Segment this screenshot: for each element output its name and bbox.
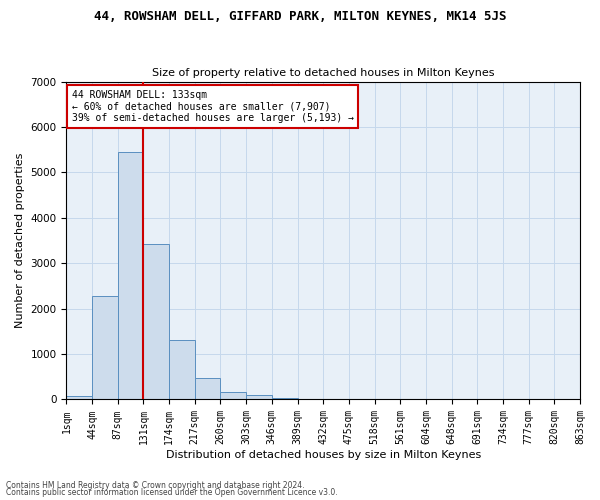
X-axis label: Distribution of detached houses by size in Milton Keynes: Distribution of detached houses by size … — [166, 450, 481, 460]
Bar — [246, 396, 272, 400]
Bar — [272, 398, 298, 400]
Bar — [143, 244, 169, 400]
Title: Size of property relative to detached houses in Milton Keynes: Size of property relative to detached ho… — [152, 68, 494, 78]
Text: 44 ROWSHAM DELL: 133sqm
← 60% of detached houses are smaller (7,907)
39% of semi: 44 ROWSHAM DELL: 133sqm ← 60% of detache… — [71, 90, 353, 122]
Text: 44, ROWSHAM DELL, GIFFARD PARK, MILTON KEYNES, MK14 5JS: 44, ROWSHAM DELL, GIFFARD PARK, MILTON K… — [94, 10, 506, 23]
Bar — [169, 340, 195, 400]
Text: Contains HM Land Registry data © Crown copyright and database right 2024.: Contains HM Land Registry data © Crown c… — [6, 480, 305, 490]
Bar — [118, 152, 143, 400]
Bar — [92, 296, 118, 400]
Bar — [195, 378, 220, 400]
Bar — [67, 396, 92, 400]
Y-axis label: Number of detached properties: Number of detached properties — [15, 153, 25, 328]
Text: Contains public sector information licensed under the Open Government Licence v3: Contains public sector information licen… — [6, 488, 338, 497]
Bar — [220, 392, 246, 400]
